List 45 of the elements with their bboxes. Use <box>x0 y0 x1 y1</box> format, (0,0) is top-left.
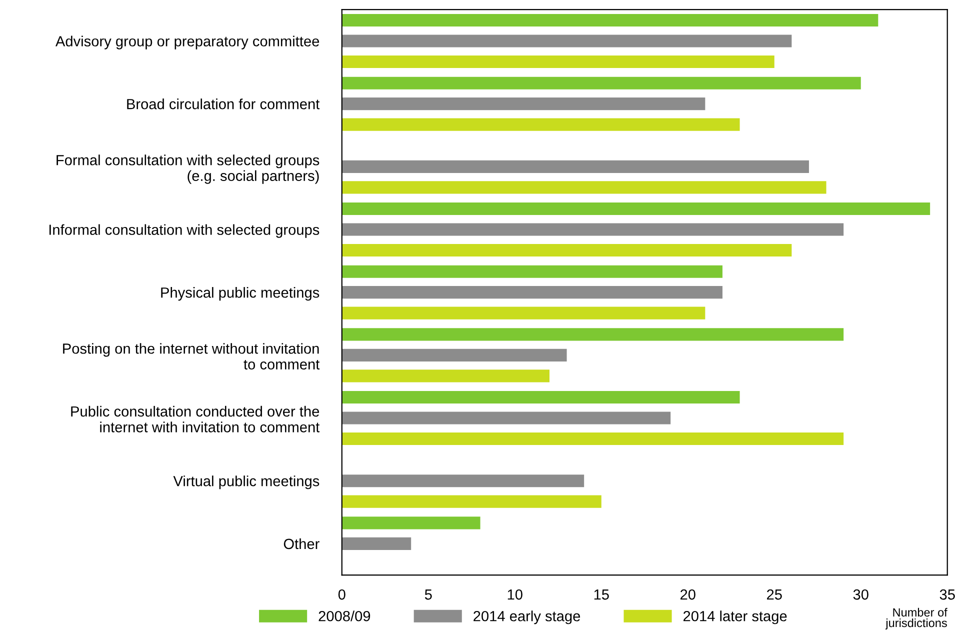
x-tick-label: 5 <box>424 590 432 600</box>
legend-label: 2014 later stage <box>683 610 787 624</box>
bar <box>342 432 844 446</box>
bar <box>342 537 412 550</box>
x-tick-label: 15 <box>594 590 609 600</box>
bar <box>342 98 706 110</box>
y-tick-label: Physical public meetings <box>161 287 320 301</box>
bar <box>342 160 809 173</box>
y-tick-label: Broad circulation for comment <box>127 98 320 110</box>
legend-label: 2014 early stage <box>474 610 580 624</box>
bar <box>342 474 584 488</box>
y-tick-label: Virtual public meetings <box>173 476 320 490</box>
bar <box>342 348 567 362</box>
bar <box>342 76 861 90</box>
bar <box>342 202 930 216</box>
y-tick-label: Formal consultation with selected groups (e.g. social partners) <box>56 154 320 184</box>
x-tick-label: 35 <box>940 589 955 600</box>
bar <box>342 55 774 68</box>
legend-label: 2008/09 <box>318 610 370 622</box>
bar <box>342 14 878 27</box>
bar <box>342 306 706 320</box>
y-tick-label: Advisory group or preparatory committee <box>55 36 320 50</box>
x-tick-label: 10 <box>508 589 522 600</box>
bar <box>342 370 550 382</box>
bar <box>342 244 792 257</box>
bar <box>342 516 480 530</box>
y-tick-label: Other <box>284 538 320 550</box>
y-tick-label: Informal consultation with selected groups <box>49 224 320 238</box>
bar <box>342 118 740 131</box>
bar <box>342 390 740 404</box>
x-tick-label: 20 <box>680 589 696 600</box>
bar <box>342 412 671 424</box>
bar <box>342 265 722 278</box>
bar <box>342 223 844 236</box>
y-tick-label: Public consultation conducted over the internet with invitation to comment <box>71 406 320 432</box>
bar <box>342 286 722 299</box>
bar <box>342 181 826 194</box>
x-tick-label: 30 <box>853 589 868 600</box>
y-tick-label: Posting on the internet without invitation to comment <box>63 343 320 370</box>
x-tick-label: 25 <box>766 589 782 600</box>
bar <box>342 34 792 48</box>
x-axis-title: Number of jurisdictions <box>885 608 948 630</box>
bar <box>342 495 602 508</box>
x-tick-label: 0 <box>338 589 346 600</box>
bar <box>342 328 844 341</box>
